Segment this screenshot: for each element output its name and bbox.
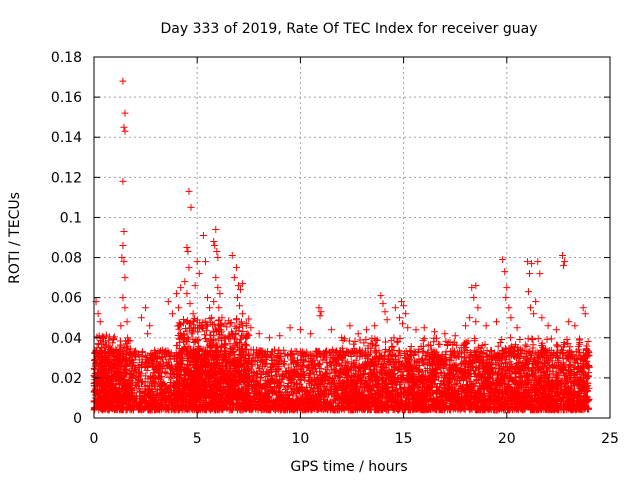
data-point [267,364,275,372]
data-point [134,375,142,383]
data-points [90,77,593,414]
data-point [288,350,296,358]
data-point [317,371,325,379]
data-point [395,346,403,354]
data-point [418,347,426,355]
data-point [297,383,305,391]
data-point [280,361,288,369]
